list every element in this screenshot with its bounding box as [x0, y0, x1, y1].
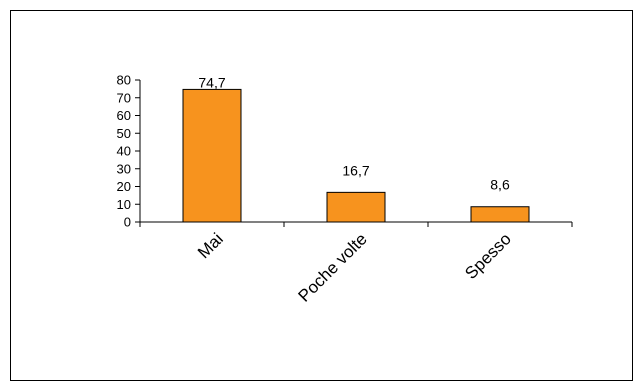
bars: [182, 88, 530, 223]
x-category-label: Poche volte: [295, 229, 371, 305]
x-category-label: Spesso: [461, 229, 515, 283]
x-category-label: Mai: [194, 229, 227, 262]
data-label: 74,7: [198, 74, 225, 90]
y-tick-label: 20: [117, 179, 131, 194]
bar-poche-volte: [326, 191, 386, 223]
data-label: 8,6: [490, 177, 510, 193]
category-labels: Mai Poche volte Spesso: [194, 229, 515, 305]
y-tick-label: 10: [117, 197, 131, 212]
chart-frame: [10, 10, 633, 381]
data-label: 16,7: [342, 162, 369, 178]
bar-spesso: [470, 206, 530, 223]
x-axis: [139, 221, 573, 227]
y-tick-label: 40: [117, 144, 131, 159]
y-tick-label: 70: [117, 90, 131, 105]
y-tick-label: 50: [117, 126, 131, 141]
y-tick-label: 0: [124, 215, 131, 230]
y-tick-label: 80: [117, 73, 131, 88]
y-tick-label: 60: [117, 108, 131, 123]
y-tick-label: 30: [117, 161, 131, 176]
y-axis: 0 10 20 30 40 50 60 70 80: [117, 73, 141, 230]
data-labels: 74,7 16,7 8,6: [198, 74, 510, 192]
bar-mai: [182, 88, 242, 223]
